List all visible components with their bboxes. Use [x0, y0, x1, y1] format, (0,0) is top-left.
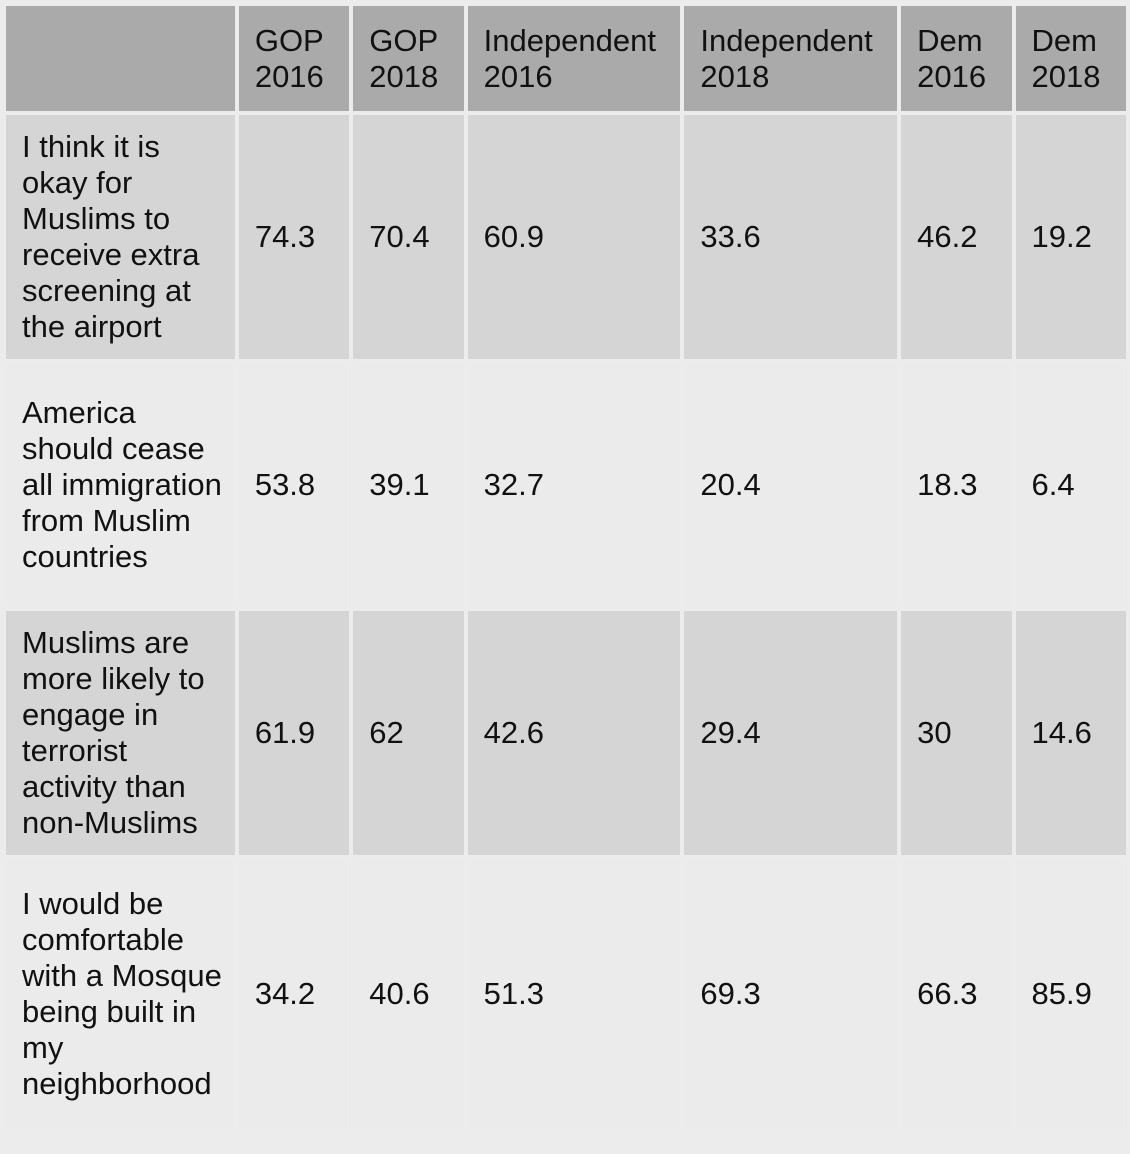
value-cell: 33.6 [684, 115, 898, 359]
value-cell: 66.3 [901, 859, 1012, 1129]
value-cell: 74.3 [238, 115, 350, 359]
table-row: I think it is okay for Muslims to receiv… [6, 115, 1126, 359]
value-cell: 14.6 [1015, 611, 1126, 855]
value-cell: 34.2 [238, 859, 350, 1129]
value-cell: 70.4 [353, 115, 464, 359]
value-cell: 18.3 [901, 363, 1012, 607]
header-cell-gop-2018: GOP 2018 [353, 6, 464, 111]
statement-cell: I think it is okay for Muslims to receiv… [6, 115, 235, 359]
value-cell: 85.9 [1015, 859, 1126, 1129]
value-cell: 42.6 [467, 611, 681, 855]
value-cell: 51.3 [467, 859, 681, 1129]
value-cell: 29.4 [684, 611, 898, 855]
table-row: I would be comfortable with a Mosque bei… [6, 859, 1126, 1129]
value-cell: 53.8 [238, 363, 350, 607]
table-row: Muslims are more likely to engage in ter… [6, 611, 1126, 855]
value-cell: 62 [353, 611, 464, 855]
header-cell-statement [6, 6, 235, 111]
value-cell: 69.3 [684, 859, 898, 1129]
value-cell: 40.6 [353, 859, 464, 1129]
header-cell-independent-2016: Independent 2016 [467, 6, 681, 111]
statement-cell: I would be comfortable with a Mosque bei… [6, 859, 235, 1129]
header-cell-independent-2018: Independent 2018 [684, 6, 898, 111]
survey-table: GOP 2016 GOP 2018 Independent 2016 Indep… [2, 2, 1130, 1133]
value-cell: 46.2 [901, 115, 1012, 359]
statement-cell: Muslims are more likely to engage in ter… [6, 611, 235, 855]
statement-cell: America should cease all immigration fro… [6, 363, 235, 607]
header-row: GOP 2016 GOP 2018 Independent 2016 Indep… [6, 6, 1126, 111]
value-cell: 32.7 [467, 363, 681, 607]
value-cell: 61.9 [238, 611, 350, 855]
value-cell: 39.1 [353, 363, 464, 607]
value-cell: 20.4 [684, 363, 898, 607]
header-cell-dem-2016: Dem 2016 [901, 6, 1012, 111]
value-cell: 30 [901, 611, 1012, 855]
table-row: America should cease all immigration fro… [6, 363, 1126, 607]
value-cell: 6.4 [1015, 363, 1126, 607]
header-cell-gop-2016: GOP 2016 [238, 6, 350, 111]
value-cell: 60.9 [467, 115, 681, 359]
value-cell: 19.2 [1015, 115, 1126, 359]
header-cell-dem-2018: Dem 2018 [1015, 6, 1126, 111]
